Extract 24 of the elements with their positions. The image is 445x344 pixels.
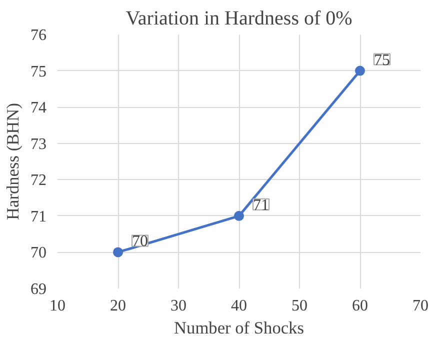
x-axis-title: Number of Shocks (174, 318, 304, 338)
point (234, 210, 244, 221)
y-tick-label: 69 (30, 281, 46, 298)
x-tick-label: 10 (50, 298, 66, 314)
y-tick-label: 70 (30, 244, 46, 262)
point (113, 247, 123, 258)
x-tick-label: 30 (170, 298, 186, 314)
chart-title: Variation in Hardness of 0% (126, 8, 352, 30)
x-tick-label: 50 (292, 298, 308, 314)
point (355, 66, 365, 76)
y-tick-label: 71 (30, 208, 46, 226)
data-label: 70 (132, 233, 148, 250)
y-axis-title: Hardness (BHN) (4, 102, 22, 220)
x-tick-label: 70 (412, 298, 428, 314)
data-label: 71 (253, 196, 269, 214)
y-tick-label: 75 (30, 63, 46, 80)
y-tick-label: 72 (30, 172, 46, 190)
y-tick-label: 74 (30, 100, 46, 117)
y-tick-label: 73 (30, 136, 46, 153)
x-tick-label: 20 (110, 298, 126, 314)
x-tick-label: 40 (231, 298, 247, 314)
x-tick-label: 60 (352, 298, 368, 314)
y-tick-label: 76 (30, 27, 46, 44)
data-label: 75 (374, 52, 390, 69)
